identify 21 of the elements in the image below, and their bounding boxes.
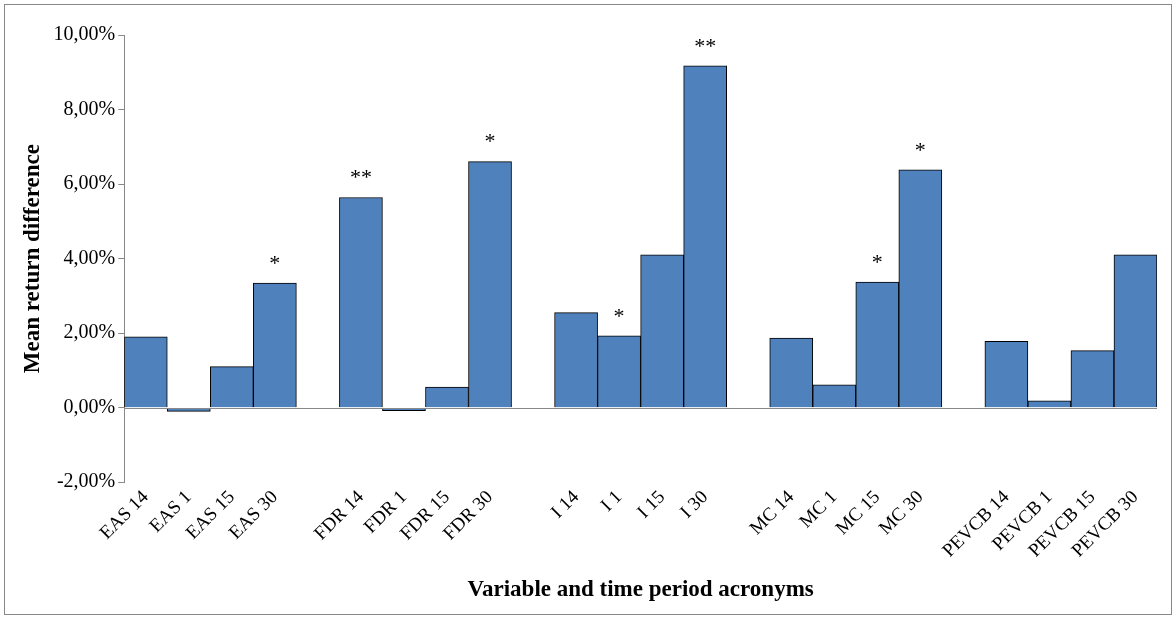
y-tick-label: -2,00% (56, 469, 116, 492)
x-tick-label: I 14 (546, 485, 583, 522)
x-tick-label: I 15 (632, 485, 669, 522)
annotation: * (613, 302, 625, 328)
y-tick-label: 2,00% (63, 320, 116, 343)
y-axis-title: Mean return difference (18, 144, 44, 374)
x-axis-title: Variable and time period acronyms (467, 576, 814, 602)
annotation: * (871, 248, 883, 274)
annotation: ** (349, 164, 372, 190)
annotation: * (484, 128, 496, 154)
annotation: * (269, 249, 281, 275)
x-tick-label: I 1 (596, 485, 626, 516)
y-tick-label: 0,00% (63, 394, 116, 417)
y-tick-label: 8,00% (63, 96, 116, 119)
y-tick-label: 4,00% (63, 245, 116, 268)
annotation: ** (694, 32, 717, 58)
y-tick-label: 6,00% (63, 171, 116, 194)
x-tick-label: MC 14 (745, 485, 798, 539)
x-tick-label: I 30 (675, 485, 712, 522)
y-tick-label: 10,00% (53, 22, 116, 45)
annotation: * (914, 136, 926, 162)
